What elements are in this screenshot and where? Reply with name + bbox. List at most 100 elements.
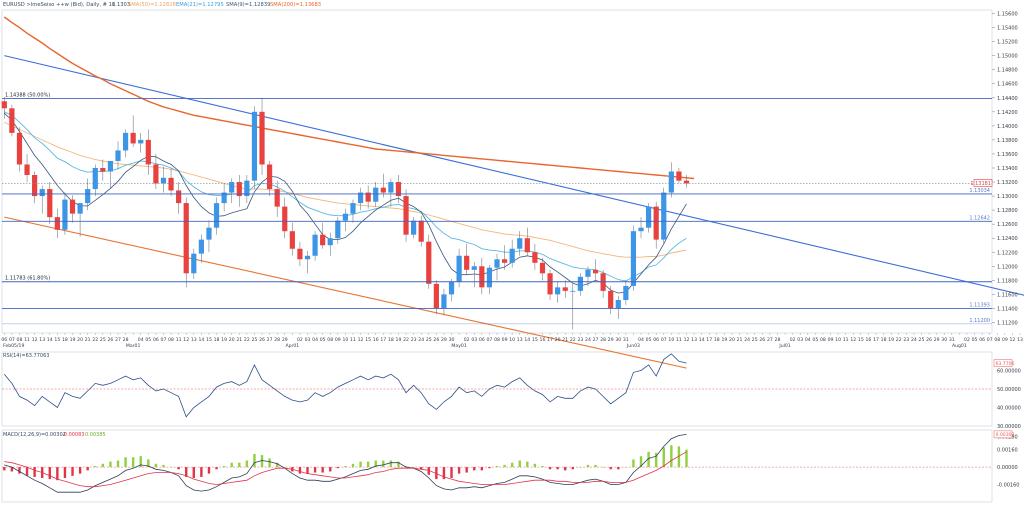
macd-histogram-bar <box>306 467 309 474</box>
candle-up <box>138 139 144 144</box>
macd-histogram-bar <box>632 459 635 468</box>
candle-up <box>160 177 167 184</box>
date-tick-label: 10 <box>835 337 841 343</box>
date-tick-label: 24 <box>911 337 917 343</box>
date-tick-label: 17 <box>706 337 712 343</box>
price-tick-label: 1.13600 <box>997 152 1018 158</box>
macd-panel-frame <box>1 429 993 503</box>
macd-histogram-bar <box>420 467 423 470</box>
date-tick-label: 19 <box>721 337 727 343</box>
date-tick-label: 15 <box>54 337 60 343</box>
date-tick-label: 27 <box>267 337 273 343</box>
macd-histogram-bar <box>169 467 173 468</box>
macd-histogram-bar <box>609 467 612 470</box>
candle-down <box>69 199 76 214</box>
macd-histogram-bar <box>185 467 188 477</box>
date-tick-label: 07 <box>661 337 667 343</box>
date-tick-label: 05 <box>145 337 151 343</box>
date-tick-label: 19 <box>70 337 76 343</box>
candle-up <box>448 281 455 295</box>
date-tick-label: Mar01 <box>126 343 141 349</box>
candle-up <box>213 203 220 228</box>
candle-down <box>297 248 303 260</box>
candle-down <box>380 187 386 193</box>
date-tick-label: 08 <box>994 337 1000 343</box>
candle-down <box>153 164 159 184</box>
date-tick-label: 24 <box>585 337 591 343</box>
macd-histogram-bar <box>435 467 438 480</box>
first-date-label: Feb05/19 <box>3 343 24 349</box>
macd-hist-label: 0.00385 <box>85 432 106 438</box>
candle-down <box>130 132 136 144</box>
sma200-line <box>3 16 695 180</box>
rsi-last-label: 63.7706 <box>996 361 1015 367</box>
macd-signal-line <box>4 451 687 488</box>
price-tick-label: 1.14800 <box>997 68 1018 74</box>
date-tick-label: 20 <box>729 337 735 343</box>
date-tick-label: 20 <box>77 337 83 343</box>
macd-histogram-bar <box>359 461 362 468</box>
macd-histogram-bar <box>594 464 597 468</box>
macd-title: MACD(12,26,9)=0.00302 <box>3 432 66 438</box>
candle-down <box>289 231 295 249</box>
candle-down <box>9 108 15 133</box>
candle-up <box>471 266 477 270</box>
macd-signal-label: -0.00083 <box>62 432 84 438</box>
date-tick-label: 19 <box>396 337 402 343</box>
date-tick-label: 23 <box>903 337 909 343</box>
macd-histogram-bar <box>63 467 67 478</box>
date-tick-label: 15 <box>532 337 538 343</box>
price-tick-label: 1.13200 <box>997 180 1018 186</box>
date-tick-label: 18 <box>714 337 720 343</box>
date-tick-label: 12 <box>358 337 364 343</box>
date-tick-label: 28 <box>600 337 606 343</box>
macd-histogram-bar <box>442 467 446 480</box>
macd-histogram-bar <box>639 456 643 468</box>
date-tick-label: 13 <box>39 337 45 343</box>
date-tick-label: 15 <box>365 337 371 343</box>
date-tick-label: 21 <box>85 337 91 343</box>
macd-histogram-bar <box>298 467 302 474</box>
macd-histogram-bar <box>154 463 158 468</box>
macd-histogram-bar <box>94 466 97 468</box>
date-tick-label: 15 <box>206 337 212 343</box>
macd-histogram-bar <box>548 467 552 470</box>
candle-up <box>373 187 379 202</box>
candle-up <box>304 255 311 260</box>
date-tick-label: 12 <box>183 337 189 343</box>
date-tick-label: 22 <box>403 337 409 343</box>
date-tick-label: 30 <box>615 337 621 343</box>
channel-upper-line <box>4 55 1024 296</box>
candle-down <box>274 189 280 207</box>
macd-histogram-bar <box>207 467 211 474</box>
date-tick-label: 04 <box>805 337 811 343</box>
candle-down <box>547 273 553 295</box>
date-tick-label: 14 <box>47 337 53 343</box>
rsi-tick-label: 60.00000 <box>997 369 1021 375</box>
candle-up <box>342 213 348 221</box>
date-tick-label: 31 <box>623 337 629 343</box>
macd-histogram-bar <box>268 458 271 468</box>
price-tick-label: 1.12600 <box>997 222 1018 228</box>
macd-histogram-bar <box>3 467 6 471</box>
date-tick-label: Jun03 <box>626 343 640 349</box>
macd-histogram-bar <box>374 460 377 468</box>
date-tick-label: 21 <box>562 337 568 343</box>
macd-histogram-bar <box>139 456 142 468</box>
macd-histogram-bar <box>18 467 21 474</box>
candle-down <box>259 111 265 165</box>
date-tick-label: 20 <box>229 337 235 343</box>
date-tick-label: 29 <box>441 337 447 343</box>
macd-histogram-bar <box>275 462 279 468</box>
macd-tick-label: 0.00000 <box>997 465 1018 471</box>
date-tick-label: 26 <box>107 337 113 343</box>
date-tick-label: 20 <box>555 337 561 343</box>
candle-down <box>168 177 174 191</box>
macd-histogram-bar <box>427 467 430 475</box>
date-tick-label: 15 <box>858 337 864 343</box>
candle-up <box>350 203 356 214</box>
macd-histogram-bar <box>412 467 415 468</box>
candle-up <box>357 192 364 204</box>
candle-down <box>562 287 568 291</box>
